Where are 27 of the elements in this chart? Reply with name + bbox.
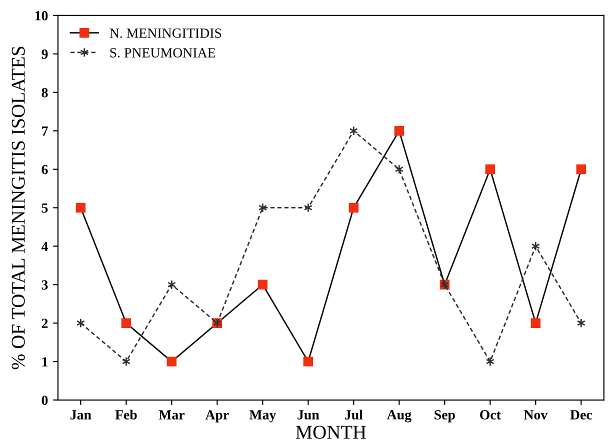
x-tick-label: May [249,410,276,422]
y-tick-label: 2 [42,318,48,328]
y-axis-title: % OF TOTAL MENINGITIS ISOLATES [12,46,25,370]
x-tick-label: Jul [345,410,363,420]
x-axis-title: MONTH [296,426,366,439]
y-tick-label: 7 [42,126,48,136]
x-tick-label: Aug [386,410,412,422]
y-tick-label: 3 [42,280,48,290]
x-tick-label: Nov [524,410,548,420]
legend-label: N. MENINGITIDIS [110,28,222,38]
x-tick-label: Dec [570,410,592,420]
y-tick-label: 1 [42,357,48,366]
x-tick-label: Jun [298,410,320,420]
x-tick-label: Apr [205,410,229,422]
y-tick-label: 10 [35,11,48,20]
y-tick-label: 6 [42,164,48,174]
y-tick-label: 4 [41,242,48,252]
legend-label: S. PNEUMONIAE [110,48,216,58]
x-tick-label: Feb [115,410,137,420]
y-tick-label: 5 [42,203,48,213]
x-tick-label: Jan [70,410,92,420]
x-tick-label: Sep [434,410,455,422]
y-tick-label: 9 [42,50,48,59]
y-tick-label: 8 [42,88,48,98]
y-tick-label: 0 [42,396,48,405]
x-tick-label: Oct [480,410,501,420]
x-tick-label: Mar [158,410,184,420]
